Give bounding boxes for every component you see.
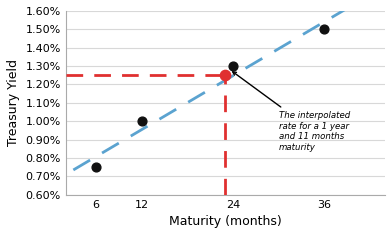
Text: The interpolated
rate for a 1 year
and 11 months
maturity: The interpolated rate for a 1 year and 1… bbox=[233, 72, 350, 152]
Point bbox=[321, 27, 327, 31]
Point bbox=[222, 73, 229, 77]
Point bbox=[230, 64, 236, 68]
X-axis label: Maturity (months): Maturity (months) bbox=[169, 215, 282, 228]
Point bbox=[139, 119, 145, 123]
Y-axis label: Treasury Yield: Treasury Yield bbox=[7, 59, 20, 146]
Point bbox=[93, 165, 99, 169]
